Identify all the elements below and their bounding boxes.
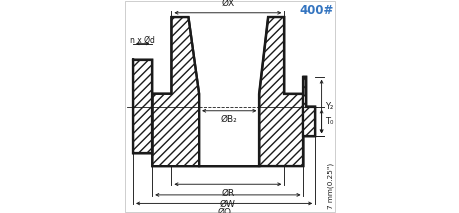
Polygon shape xyxy=(259,17,303,166)
Text: T₀: T₀ xyxy=(325,117,333,126)
Text: 7 mm(0.25"): 7 mm(0.25") xyxy=(327,163,334,209)
Text: ØR: ØR xyxy=(221,189,234,198)
Polygon shape xyxy=(133,60,152,153)
Polygon shape xyxy=(303,77,314,136)
Polygon shape xyxy=(152,17,199,166)
Text: Y₂: Y₂ xyxy=(325,102,333,111)
Text: n x Ød: n x Ød xyxy=(130,36,155,45)
Text: ØO: ØO xyxy=(217,208,230,213)
Text: ØB₂: ØB₂ xyxy=(220,115,237,124)
Text: ØX: ØX xyxy=(221,0,234,8)
Text: ØW: ØW xyxy=(219,200,235,209)
Text: 400#: 400# xyxy=(298,4,333,17)
